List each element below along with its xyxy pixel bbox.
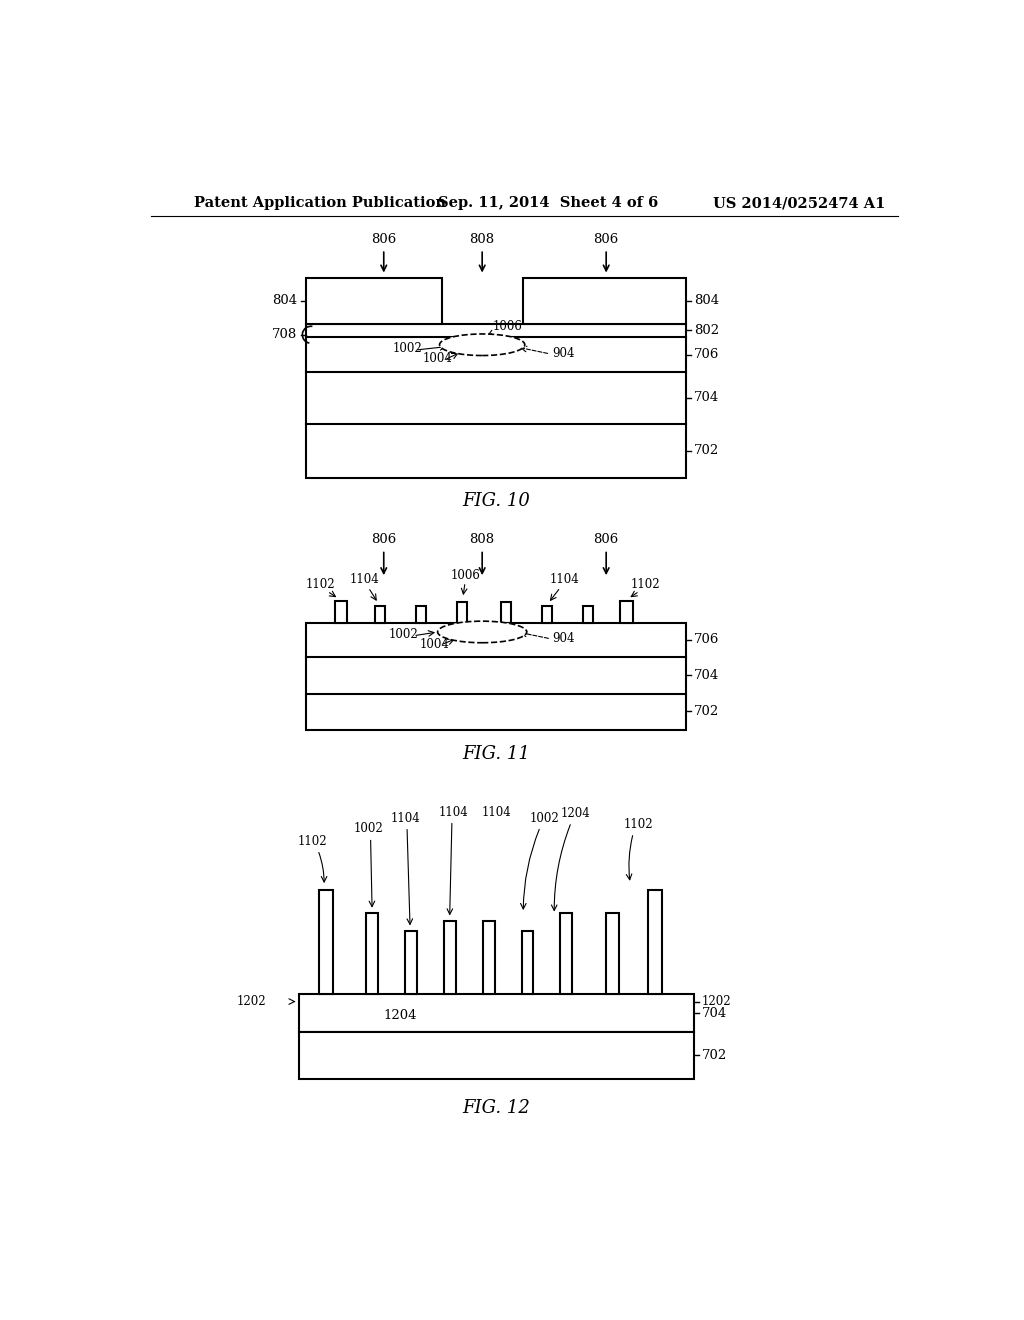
Text: 804: 804 [693,294,719,308]
Text: FIG. 11: FIG. 11 [462,744,530,763]
Bar [501,602,511,623]
Text: 804: 804 [271,294,297,308]
Text: 1102: 1102 [305,578,335,591]
Bar [306,277,442,323]
Text: 706: 706 [693,348,719,362]
Bar [542,606,552,623]
Bar [523,277,686,323]
Text: 1002: 1002 [530,812,560,825]
Text: 708: 708 [271,329,297,342]
Text: 806: 806 [371,533,396,546]
Text: 806: 806 [594,533,618,546]
Text: 802: 802 [693,323,719,337]
Bar [457,602,467,623]
Text: 1102: 1102 [624,818,652,832]
Bar [306,623,686,730]
Text: 904: 904 [552,347,574,360]
Bar [306,323,686,478]
Text: 704: 704 [693,391,719,404]
Text: 806: 806 [594,234,618,246]
Bar [483,921,495,994]
Text: 806: 806 [371,234,396,246]
Bar [375,606,385,623]
Bar [299,1032,693,1078]
Text: 1002: 1002 [388,628,418,642]
Text: 1002: 1002 [353,822,383,836]
Text: US 2014/0252474 A1: US 2014/0252474 A1 [713,197,886,210]
Text: 1102: 1102 [298,836,328,849]
Text: 1104: 1104 [349,573,379,586]
Text: Patent Application Publication: Patent Application Publication [194,197,445,210]
Bar [560,913,572,994]
Text: 1104: 1104 [438,807,468,818]
Text: 1202: 1202 [237,995,266,1008]
Bar [406,931,417,994]
Text: FIG. 10: FIG. 10 [462,492,530,511]
Text: 1102: 1102 [631,578,660,591]
Text: 704: 704 [701,1007,727,1019]
Text: 702: 702 [693,705,719,718]
Bar [299,994,693,1032]
Text: 706: 706 [693,634,719,647]
Bar [648,890,662,994]
Text: 704: 704 [693,668,719,681]
Text: 1006: 1006 [451,569,480,582]
Text: 1104: 1104 [550,573,580,586]
Bar [606,913,618,994]
Text: 1202: 1202 [701,995,731,1008]
Text: 1204: 1204 [384,1008,417,1022]
Text: 808: 808 [470,533,495,546]
Text: 808: 808 [470,234,495,246]
Text: 1002: 1002 [392,342,422,355]
Bar [366,913,378,994]
Text: 702: 702 [701,1049,727,1063]
Ellipse shape [439,334,524,355]
Bar [335,601,347,623]
Text: 1006: 1006 [493,321,522,333]
Bar [521,931,534,994]
Text: 1004: 1004 [423,352,453,366]
Bar [621,601,633,623]
Text: 1104: 1104 [481,807,511,818]
Bar [583,606,593,623]
Text: FIG. 12: FIG. 12 [462,1100,530,1117]
Text: 1104: 1104 [390,812,420,825]
Bar [318,890,333,994]
Ellipse shape [437,622,526,643]
Bar [444,921,456,994]
Bar [417,606,426,623]
Text: 1004: 1004 [419,638,450,651]
Text: 904: 904 [553,632,575,645]
Text: 1204: 1204 [561,807,591,820]
Text: 702: 702 [693,445,719,458]
Text: Sep. 11, 2014  Sheet 4 of 6: Sep. 11, 2014 Sheet 4 of 6 [438,197,658,210]
